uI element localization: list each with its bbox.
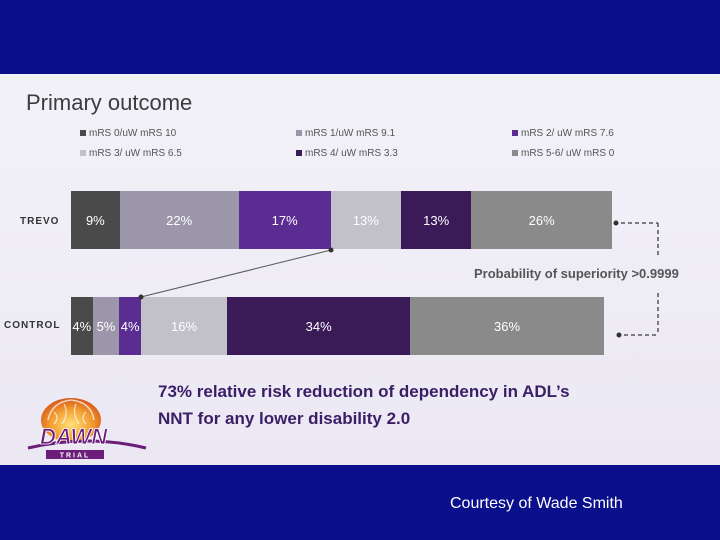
bar-segment-control-2: 4% xyxy=(119,297,141,355)
bar-segment-control-5: 36% xyxy=(410,297,604,355)
bar-segment-trevo-1: 22% xyxy=(119,191,239,249)
slide-content xyxy=(0,74,720,465)
legend-swatch xyxy=(296,130,302,137)
row-label-control: CONTROL xyxy=(4,320,61,331)
bar-segment-trevo-3: 13% xyxy=(330,191,401,249)
bar-control: 4% 5% 4% 16% 34% 36% xyxy=(71,297,604,355)
legend-label: mRS 2/ uW mRS 7.6 xyxy=(521,128,614,139)
bar-segment-trevo-5: 26% xyxy=(471,191,612,249)
mrs2-shift-line xyxy=(140,249,332,298)
row-label-trevo: TREVO xyxy=(20,216,60,227)
legend-swatch xyxy=(512,150,518,157)
chart-legend: mRS 0/uW mRS 10 mRS 1/uW mRS 9.1 mRS 2/ … xyxy=(80,128,680,168)
brain-icon: DAWN TRIAL xyxy=(27,398,147,460)
segment-label: 36% xyxy=(494,318,521,334)
legend-label: mRS 0/uW mRS 10 xyxy=(89,128,177,139)
bottom-band xyxy=(0,465,720,540)
legend-label: mRS 5-6/ uW mRS 0 xyxy=(521,148,615,159)
legend-swatch xyxy=(80,130,86,137)
bar-segment-trevo-2: 17% xyxy=(238,191,331,249)
bar-segment-control-3: 16% xyxy=(140,297,228,355)
legend-item-mrs0: mRS 0/uW mRS 10 xyxy=(80,128,176,139)
legend-swatch xyxy=(512,130,518,137)
segment-label: 34% xyxy=(305,318,332,334)
svg-text:TRIAL: TRIAL xyxy=(60,453,91,460)
legend-swatch xyxy=(296,150,302,157)
legend-label: mRS 3/ uW mRS 6.5 xyxy=(89,148,182,159)
legend-label: mRS 4/ uW mRS 3.3 xyxy=(305,148,398,159)
slide-title: Primary outcome xyxy=(26,90,193,115)
legend-swatch xyxy=(80,150,86,157)
legend-label: mRS 1/uW mRS 9.1 xyxy=(305,128,396,139)
segment-label: 26% xyxy=(528,212,555,228)
legend-item-mrs4: mRS 4/ uW mRS 3.3 xyxy=(296,148,398,159)
probability-of-superiority: Probability of superiority >0.9999 xyxy=(474,266,679,281)
dawn-trial-logo: DAWN TRIAL xyxy=(26,390,156,466)
bar-segment-control-4: 34% xyxy=(227,297,411,355)
connector-dot-bottom xyxy=(138,294,144,300)
segment-label: 16% xyxy=(171,318,198,334)
bar-segment-control-0: 4% xyxy=(71,297,93,355)
legend-item-mrs56: mRS 5-6/ uW mRS 0 xyxy=(512,148,614,159)
segment-label: 13% xyxy=(423,212,450,228)
courtesy-credit: Courtesy of Wade Smith xyxy=(450,495,623,512)
segment-label: 4% xyxy=(72,318,92,334)
connector-dot-top xyxy=(328,247,334,253)
legend-item-mrs2: mRS 2/ uW mRS 7.6 xyxy=(512,128,614,139)
top-band xyxy=(0,0,720,74)
risk-reduction-statement: 73% relative risk reduction of dependenc… xyxy=(158,382,570,401)
control-end-dot xyxy=(616,332,622,338)
segment-label: 22% xyxy=(166,212,193,228)
bar-segment-control-1: 5% xyxy=(92,297,120,355)
segment-label: 4% xyxy=(120,318,140,334)
segment-label: 13% xyxy=(352,212,379,228)
segment-label: 17% xyxy=(271,212,298,228)
trevo-end-dot xyxy=(613,220,619,226)
svg-text:DAWN: DAWN xyxy=(40,424,108,449)
nnt-statement: NNT for any lower disability 2.0 xyxy=(158,409,411,428)
bar-segment-trevo-0: 9% xyxy=(71,191,120,249)
legend-item-mrs1: mRS 1/uW mRS 9.1 xyxy=(296,128,395,139)
legend-item-mrs3: mRS 3/ uW mRS 6.5 xyxy=(80,148,182,159)
bar-trevo: 9% 22% 17% 13% 13% 26% xyxy=(71,191,612,249)
bar-segment-trevo-4: 13% xyxy=(401,191,472,249)
segment-label: 9% xyxy=(85,212,105,228)
segment-label: 5% xyxy=(96,318,116,334)
